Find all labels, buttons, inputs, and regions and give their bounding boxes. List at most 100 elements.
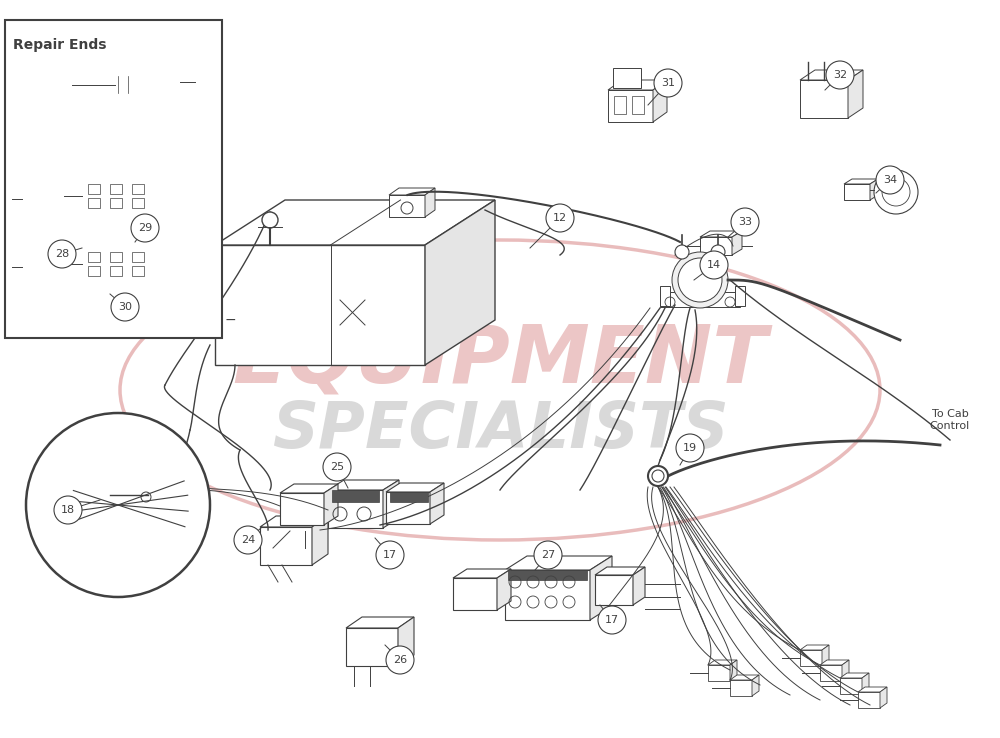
Bar xyxy=(158,74,180,94)
Bar xyxy=(608,90,653,122)
Polygon shape xyxy=(497,569,511,610)
Polygon shape xyxy=(453,569,511,578)
FancyBboxPatch shape xyxy=(613,68,641,89)
Bar xyxy=(660,292,740,307)
Circle shape xyxy=(675,245,689,259)
Polygon shape xyxy=(708,660,737,665)
Text: 17: 17 xyxy=(383,550,397,560)
Circle shape xyxy=(676,434,704,462)
Polygon shape xyxy=(844,179,878,184)
Polygon shape xyxy=(732,231,742,255)
Circle shape xyxy=(262,212,278,228)
Bar xyxy=(508,570,587,580)
Text: 24: 24 xyxy=(241,535,255,545)
Polygon shape xyxy=(430,483,444,524)
Polygon shape xyxy=(820,660,849,665)
Polygon shape xyxy=(312,516,328,565)
Bar xyxy=(5,20,222,338)
Polygon shape xyxy=(398,617,414,666)
Circle shape xyxy=(26,413,210,597)
Polygon shape xyxy=(113,475,153,483)
Polygon shape xyxy=(82,166,172,178)
Text: 26: 26 xyxy=(393,655,407,665)
Bar xyxy=(858,692,880,708)
Text: 29: 29 xyxy=(138,223,152,233)
Text: 34: 34 xyxy=(883,175,897,185)
Circle shape xyxy=(731,208,759,236)
Polygon shape xyxy=(800,70,863,80)
Bar xyxy=(735,286,745,306)
Bar xyxy=(110,266,122,276)
Bar xyxy=(800,650,822,666)
Polygon shape xyxy=(158,68,188,74)
Bar xyxy=(280,493,324,525)
Bar xyxy=(840,678,862,694)
Polygon shape xyxy=(880,687,887,708)
Polygon shape xyxy=(260,516,328,527)
Circle shape xyxy=(386,646,414,674)
Bar xyxy=(115,72,155,97)
Polygon shape xyxy=(842,660,849,681)
Bar xyxy=(800,80,848,118)
Text: Repair Ends: Repair Ends xyxy=(13,38,106,52)
Bar xyxy=(730,680,752,696)
Polygon shape xyxy=(280,484,338,493)
Polygon shape xyxy=(822,645,829,666)
Bar xyxy=(22,248,70,280)
Bar xyxy=(132,266,144,276)
Text: 31: 31 xyxy=(661,78,675,88)
Circle shape xyxy=(131,214,159,242)
Circle shape xyxy=(111,293,139,321)
Polygon shape xyxy=(386,483,444,492)
Text: −: − xyxy=(224,313,236,327)
Text: 33: 33 xyxy=(738,217,752,227)
Polygon shape xyxy=(700,231,742,237)
Bar xyxy=(82,246,154,282)
Circle shape xyxy=(654,69,682,97)
Polygon shape xyxy=(840,673,869,678)
Text: 25: 25 xyxy=(330,462,344,472)
Polygon shape xyxy=(505,556,612,570)
Polygon shape xyxy=(328,480,399,490)
Circle shape xyxy=(874,170,918,214)
Bar xyxy=(260,527,312,565)
Polygon shape xyxy=(800,645,829,650)
Circle shape xyxy=(672,252,728,308)
Polygon shape xyxy=(595,567,645,575)
Polygon shape xyxy=(324,484,338,525)
Polygon shape xyxy=(22,238,84,248)
Circle shape xyxy=(323,453,351,481)
Bar xyxy=(346,628,398,666)
Text: 27: 27 xyxy=(541,550,555,560)
Text: 28: 28 xyxy=(55,249,69,259)
Polygon shape xyxy=(215,200,495,245)
Polygon shape xyxy=(608,80,667,90)
Text: 30: 30 xyxy=(118,302,132,312)
Text: 18: 18 xyxy=(61,505,75,515)
Bar xyxy=(82,178,154,214)
Polygon shape xyxy=(70,238,84,280)
Polygon shape xyxy=(143,475,153,507)
Polygon shape xyxy=(425,188,435,217)
Polygon shape xyxy=(154,234,172,282)
Circle shape xyxy=(826,61,854,89)
Circle shape xyxy=(711,245,725,259)
Bar xyxy=(22,180,70,212)
Bar xyxy=(88,252,100,262)
Bar xyxy=(660,286,670,306)
Polygon shape xyxy=(870,179,878,200)
Polygon shape xyxy=(848,70,863,118)
Bar xyxy=(132,184,144,194)
Polygon shape xyxy=(154,166,172,214)
Circle shape xyxy=(648,466,668,486)
Polygon shape xyxy=(425,200,495,365)
Bar xyxy=(844,184,870,200)
Bar xyxy=(505,570,590,620)
Text: 19: 19 xyxy=(683,443,697,453)
Polygon shape xyxy=(180,68,188,94)
Bar xyxy=(453,578,497,610)
Text: To Cab
Control: To Cab Control xyxy=(930,409,970,431)
Polygon shape xyxy=(155,64,167,97)
Polygon shape xyxy=(389,188,435,195)
Polygon shape xyxy=(82,234,172,246)
